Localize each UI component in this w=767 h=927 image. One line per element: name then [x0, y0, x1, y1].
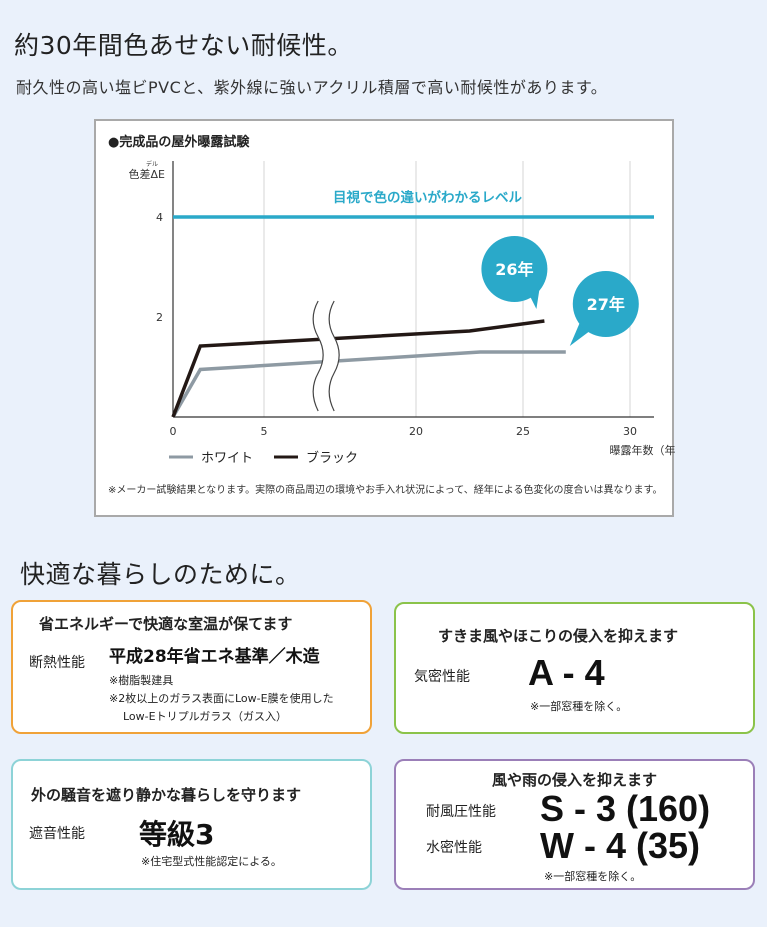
- y-tick-label-0: 2: [156, 311, 163, 324]
- page-title: 約30年間色あせない耐候性。: [14, 31, 353, 60]
- axis-break-right: [328, 300, 340, 412]
- x-tick-label-0: 0: [170, 425, 177, 438]
- wind-pressure-label: 耐風圧性能: [426, 804, 496, 820]
- sound-card: 外の騒音を遮り静かな暮らしを守ります 遮音性能 等級3 ※住宅型式性能認定による…: [11, 759, 372, 890]
- x-axis-label: 曝露年数（年）: [610, 443, 677, 457]
- callout-27-label: 27年: [587, 295, 625, 314]
- callout-27-bubble: [572, 271, 639, 337]
- sound-heading: 外の騒音を遮り静かな暮らしを守ります: [31, 786, 302, 804]
- callout-26-label: 26年: [495, 260, 533, 279]
- x-tick-label-2: 20: [409, 425, 423, 438]
- insulation-heading: 省エネルギーで快適な室温が保てます: [39, 615, 293, 633]
- axis-break-band: [313, 301, 340, 411]
- weather-note: ※一部窓種を除く。: [544, 870, 642, 883]
- airtight-heading: すきま風やほこりの侵入を抑えます: [438, 627, 679, 645]
- section-title: 快適な暮らしのために。: [20, 560, 301, 589]
- weather-card: 風や雨の侵入を抑えます 耐風圧性能 S - 3 (160) 水密性能 W - 4…: [394, 759, 755, 890]
- sound-value: 等級3: [139, 818, 215, 851]
- airtight-label: 気密性能: [414, 669, 470, 685]
- insulation-value: 平成28年省エネ基準／木造: [109, 647, 320, 667]
- lead-text: 耐久性の高い塩ビPVCと、紫外線に強いアクリル積層で高い耐候性があります。: [16, 78, 608, 97]
- sound-note: ※住宅型式性能認定による。: [141, 855, 282, 868]
- legend-label-black: ブラック: [306, 450, 358, 466]
- airtight-value: A - 4: [528, 652, 605, 693]
- airtight-card: すきま風やほこりの侵入を抑えます 気密性能 A - 4 ※一部窓種を除く。: [394, 602, 755, 734]
- watertight-value: W - 4 (35): [540, 825, 701, 866]
- x-tick-label-3: 25: [516, 425, 530, 438]
- y-axis-label-ruby: デル: [146, 160, 158, 168]
- watertight-label: 水密性能: [426, 840, 482, 856]
- insulation-note-3: Low-Eトリプルガラス（ガス入）: [123, 710, 288, 723]
- wind-pressure-value: S - 3 (160): [540, 788, 711, 829]
- insulation-card: 省エネルギーで快適な室温が保てます 断熱性能 平成28年省エネ基準／木造 ※樹脂…: [11, 600, 372, 734]
- chart-title: ●完成品の屋外曝露試験: [108, 135, 250, 150]
- insulation-note-1: ※樹脂製建具: [109, 674, 174, 687]
- y-tick-label-1: 4: [156, 211, 163, 224]
- callout-26-bubble: [481, 236, 548, 302]
- weather-heading: 風や雨の侵入を抑えます: [492, 771, 658, 789]
- legend-label-white: ホワイト: [201, 451, 253, 466]
- x-tick-label-1: 5: [261, 425, 268, 438]
- insulation-note-2: ※2枚以上のガラス表面にLow-E膜を使用した: [109, 692, 334, 705]
- y-axis-label: 色差ΔE: [129, 167, 166, 181]
- sound-label: 遮音性能: [29, 826, 85, 842]
- chart-note: ※メーカー試験結果となります。実際の商品周辺の環境やお手入れ状況によって、経年に…: [108, 485, 663, 496]
- insulation-label: 断熱性能: [29, 655, 85, 671]
- axis-break-left: [312, 300, 324, 412]
- series-line-white: [171, 350, 566, 418]
- reference-line-label: 目視で色の違いがわかるレベル: [333, 189, 522, 206]
- airtight-note: ※一部窓種を除く。: [530, 700, 628, 713]
- x-tick-label-4: 30: [623, 425, 637, 438]
